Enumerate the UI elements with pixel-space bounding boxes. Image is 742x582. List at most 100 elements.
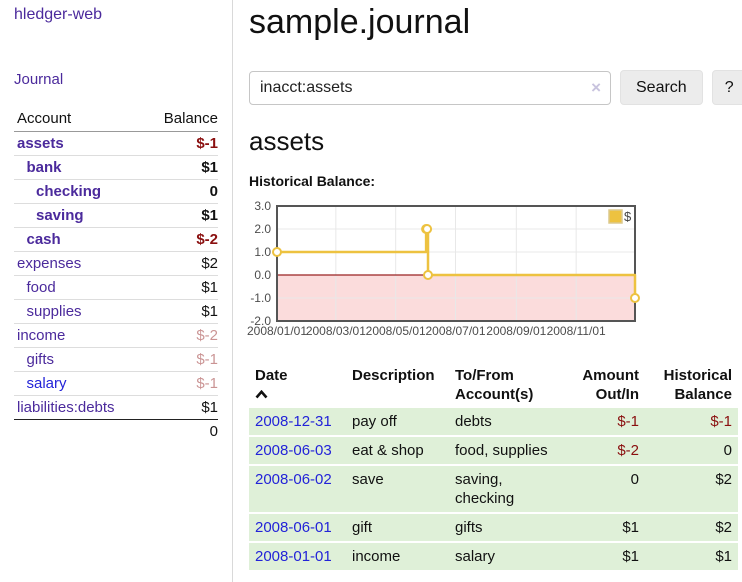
search-input[interactable] <box>249 70 611 105</box>
register-cell-description: save <box>346 465 449 514</box>
register-header-historical: Historical Balance <box>663 367 732 403</box>
sidebar-account-food[interactable]: food <box>26 279 56 296</box>
account-balance: $-2 <box>146 227 218 252</box>
search-button[interactable]: Search <box>620 70 703 105</box>
account-balance: $-1 <box>146 347 218 372</box>
register-cell-date: 2008-06-01 <box>249 513 346 543</box>
register-row: 2008-06-03 eat & shop food, supplies $-2 0 <box>249 436 738 466</box>
register-date-link[interactable]: 2008-06-01 <box>255 519 332 536</box>
register-body: 2008-12-31 pay off debts $-1 $-1 2008-06-03 ea… <box>249 408 738 572</box>
register-cell-date: 2008-01-01 <box>249 542 346 572</box>
register-row: 2008-12-31 pay off debts $-1 $-1 <box>249 408 738 437</box>
register-cell-date: 2008-06-03 <box>249 436 346 466</box>
y-tick-label: 0.0 <box>254 268 271 282</box>
register-date-link[interactable]: 2008-06-02 <box>255 471 332 488</box>
register-cell-accounts: gifts <box>449 513 561 543</box>
account-balance: $-2 <box>146 323 218 348</box>
account-balance: $1 <box>146 203 218 228</box>
x-tick-label: 2008/11/01 <box>547 324 606 338</box>
register-header-date[interactable]: Date <box>249 364 346 408</box>
x-tick-label: 2008/05/01 <box>366 324 426 338</box>
account-row: cash $-2 <box>14 227 218 252</box>
account-balance: $2 <box>146 251 218 276</box>
account-row: salary $-1 <box>14 371 218 396</box>
account-tree-header: Account Balance <box>14 107 218 132</box>
register-cell-amount: $1 <box>561 542 645 572</box>
register-cell-accounts: debts <box>449 408 561 437</box>
search-form: × Search ? <box>249 70 742 105</box>
page-title: sample.journal <box>249 3 471 41</box>
help-button[interactable]: ? <box>711 70 742 105</box>
sidebar-account-liabilities-debts[interactable]: liabilities:debts <box>17 399 115 416</box>
account-tree: Account Balance assets $-1 bank $1 checking 0… <box>14 107 218 443</box>
y-tick-label: -2.0 <box>250 314 271 328</box>
sidebar: hledger-web Journal Account Balance asse… <box>0 0 233 582</box>
search-input-wrap: × <box>249 70 611 105</box>
register-cell-balance: $-1 <box>645 408 738 437</box>
register-cell-balance: 0 <box>645 436 738 466</box>
account-row: expenses $2 <box>14 251 218 276</box>
sidebar-account-income[interactable]: income <box>17 327 66 344</box>
account-tree-body: assets $-1 bank $1 checking 0 saving $1 cash $-2 e… <box>14 132 218 420</box>
register-cell-description: gift <box>346 513 449 543</box>
legend-swatch <box>608 209 623 224</box>
register-cell-amount: $-1 <box>561 408 645 437</box>
account-column-header: Account <box>14 107 147 132</box>
register-cell-date: 2008-12-31 <box>249 408 346 437</box>
sort-asc-icon <box>255 389 268 399</box>
sidebar-account-cash[interactable]: cash <box>26 231 61 248</box>
sidebar-item-journal[interactable]: Journal <box>14 71 64 88</box>
register-cell-accounts: saving, checking <box>449 465 561 514</box>
data-point[interactable] <box>423 270 433 280</box>
balance-chart-svg[interactable]: 3.0 2.0 1.0 0.0 -1.0 -2.02008/01/012008/03/01… <box>247 197 651 343</box>
sidebar-account-saving[interactable]: saving <box>36 207 84 224</box>
register-date-link[interactable]: 2008-12-31 <box>255 413 332 430</box>
account-balance: $1 <box>146 155 218 180</box>
account-balance: $1 <box>146 395 218 420</box>
y-tick-label: -1.0 <box>250 291 271 305</box>
account-row: checking 0 <box>14 179 218 204</box>
sidebar-account-salary[interactable]: salary <box>26 375 67 392</box>
data-point[interactable] <box>422 224 433 234</box>
x-tick-label: 2008/03/01 <box>306 324 366 338</box>
account-balance: $1 <box>146 275 218 300</box>
account-row: income $-2 <box>14 323 218 348</box>
sidebar-account-bank[interactable]: bank <box>26 159 62 176</box>
register-cell-amount: 0 <box>561 465 645 514</box>
sidebar-account-supplies[interactable]: supplies <box>26 303 82 320</box>
register-header-row: Date Description To/From Account(s) Amou… <box>249 364 738 408</box>
plot-border <box>276 205 636 322</box>
sidebar-account-assets[interactable]: assets <box>17 135 64 152</box>
register-date-link[interactable]: 2008-06-03 <box>255 442 332 459</box>
sidebar-account-gifts[interactable]: gifts <box>26 351 55 368</box>
y-tick-label: 2.0 <box>254 222 271 236</box>
main-content: sample.journal × Search ? assets Histori… <box>233 0 742 582</box>
register-cell-description: pay off <box>346 408 449 437</box>
register-header-accounts: To/From Account(s) <box>455 367 534 403</box>
sidebar-account-checking[interactable]: checking <box>36 183 102 200</box>
register-date-link[interactable]: 2008-01-01 <box>255 548 332 565</box>
account-total-spacer <box>14 419 147 443</box>
register-header-description: Description <box>352 367 435 384</box>
y-tick-label: 3.0 <box>254 199 271 213</box>
register-row: 2008-01-01 income salary $1 $1 <box>249 542 738 572</box>
x-tick-label: 2008/07/01 <box>425 324 485 338</box>
balance-chart[interactable]: 3.0 2.0 1.0 0.0 -1.0 -2.0 2008/01/01 2008/03/01… <box>247 197 651 343</box>
register-cell-description: eat & shop <box>346 436 449 466</box>
x-tick-label: 2008/01/01 <box>247 324 307 338</box>
register-header-amount: Amount Out/In <box>582 367 639 403</box>
account-row: bank $1 <box>14 155 218 180</box>
clear-search-icon[interactable]: × <box>591 77 601 97</box>
sidebar-account-expenses[interactable]: expenses <box>17 255 82 272</box>
account-row: gifts $-1 <box>14 347 218 372</box>
legend-label: $ <box>624 209 632 224</box>
register-cell-balance: $1 <box>645 542 738 572</box>
register-row: 2008-06-01 gift gifts $1 $2 <box>249 513 738 543</box>
account-heading: assets <box>249 126 325 156</box>
data-point[interactable] <box>272 247 282 257</box>
account-row: supplies $1 <box>14 299 218 324</box>
brand-link[interactable]: hledger-web <box>14 6 103 23</box>
account-balance: $1 <box>146 299 218 324</box>
data-point[interactable] <box>630 293 640 303</box>
